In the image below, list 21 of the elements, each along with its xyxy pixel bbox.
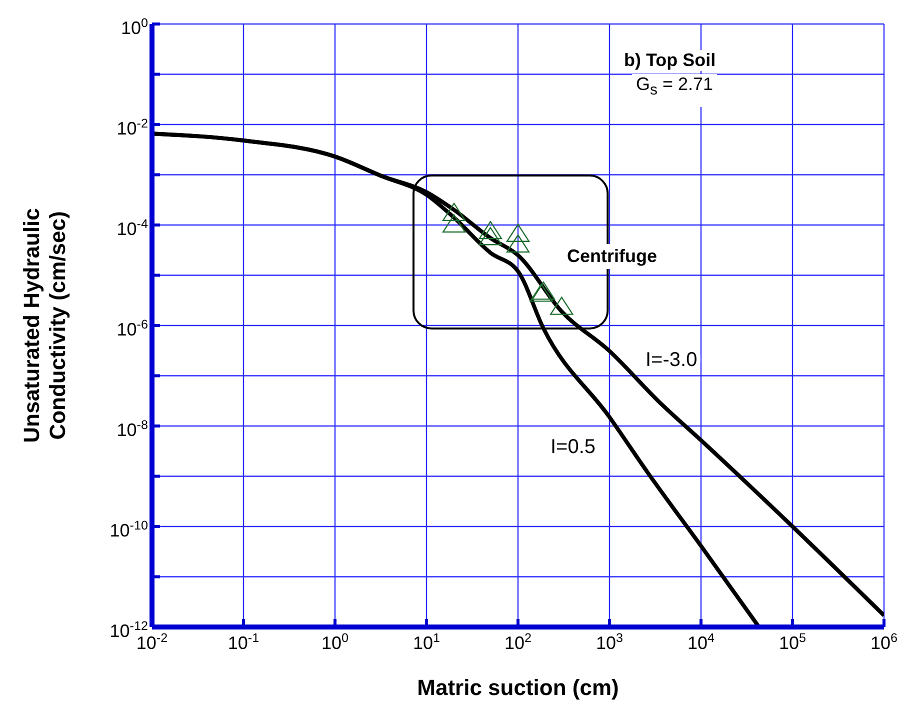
y-tick-label: 10$^{-6}$ [116,318,148,340]
annotation: G$_{s}$ = 2.71 [632,74,718,107]
annotation: b) Top Soil [620,50,720,71]
x-axis-title: Matric suction (cm) [416,675,620,701]
series-label: I=0.5 [550,436,596,458]
x-tick-label: 10$^{6}$ [870,631,898,653]
series-label: I=-3.0 [646,349,698,372]
y-tick-label: 10$^{-4}$ [116,217,148,239]
x-tick-label: 10$^{0}$ [321,631,349,653]
x-tick-label: 10$^{4}$ [687,631,715,653]
y-tick-label: 10$^{-10}$ [110,518,148,540]
x-tick-label: 10$^{3}$ [596,631,624,653]
x-tick-label: 10$^{2}$ [504,631,532,653]
x-tick-label: 10$^{1}$ [412,631,440,653]
annotation: Centrifuge [563,244,661,269]
x-tick-label: 10$^{5}$ [778,631,806,653]
x-tick-label: 10$^{-1}$ [228,631,260,653]
y-tick-label: 10$^{-2}$ [116,116,148,138]
y-tick-label: 10$^{0}$ [120,16,148,38]
y-tick-label: 10$^{-8}$ [116,418,148,440]
y-axis-title: Unsaturated Hydraulic Conductivity (cm/sec) [19,208,70,443]
